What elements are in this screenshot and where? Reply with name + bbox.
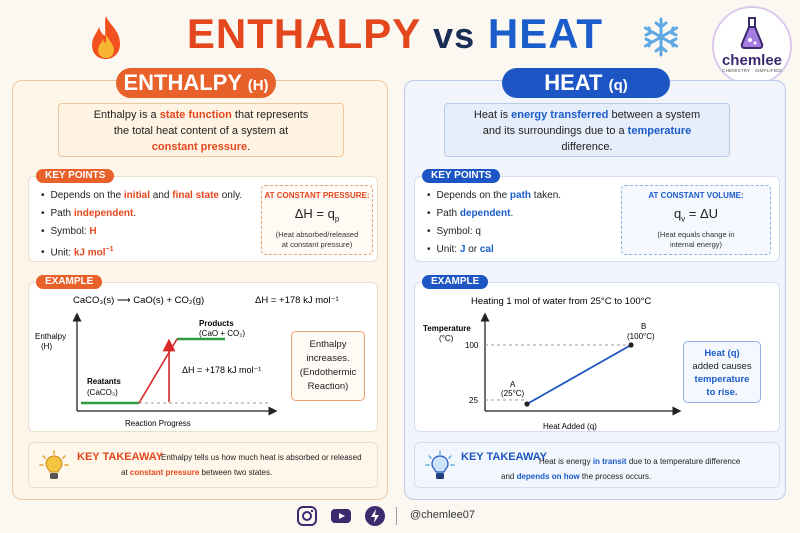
enthalpy-example: CaCO₃(s) ⟶ CaO(s) + CO₂(g) ΔH = +178 kJ … [28, 282, 378, 432]
point-a [524, 401, 530, 407]
enthalpy-energy-diagram: CaCO₃(s) ⟶ CaO(s) + CO₂(g) ΔH = +178 kJ … [35, 295, 339, 428]
flask-icon [740, 17, 764, 49]
list-item: Depends on the path taken. [427, 187, 562, 205]
enthalpy-pill-symbol: (H) [247, 77, 269, 94]
fire-icon [92, 16, 120, 59]
point-b-value: (100°C) [627, 332, 655, 341]
enthalpy-takeaway: KEY TAKEAWAY Enthalpy tells us how much … [28, 442, 378, 488]
reaction-dh: ΔH = +178 kJ mol⁻¹ [255, 295, 339, 306]
axis-x-label: Heat Added (q) [543, 422, 597, 431]
point-b-label: B [641, 322, 646, 331]
list-item: Depends on the initial and final state o… [41, 187, 243, 205]
heat-rise-note: Heat (q) added causes temperature to ris… [683, 341, 761, 403]
enthalpy-key-points: Depends on the initial and final state o… [28, 176, 378, 262]
lightbulb-icon [425, 450, 455, 479]
heat-bullets: Depends on the path taken. Path dependen… [427, 187, 562, 259]
callout-title: AT CONSTANT VOLUME: [648, 191, 744, 200]
heat-example-text: Heating 1 mol of water from 25°C to 100°… [471, 296, 651, 307]
callout-equation: ΔH = qp [294, 206, 340, 224]
dh-label: ΔH = +178 kJ mol⁻¹ [182, 365, 261, 375]
youtube-icon[interactable] [330, 505, 352, 527]
social-handle[interactable]: @chemlee07 [410, 509, 475, 521]
heat-definition: Heat is energy transferred between a sys… [444, 103, 730, 157]
heat-example: Heating 1 mol of water from 25°C to 100°… [414, 282, 780, 432]
reaction-path [138, 338, 178, 404]
point-a-value: (25°C) [501, 389, 525, 398]
heat-pill-label: HEAT [544, 70, 603, 95]
instagram-icon[interactable] [296, 505, 318, 527]
title-enthalpy: ENTHALPY [186, 10, 421, 57]
list-item: Unit: J or cal [427, 241, 561, 259]
axis-y-unit: (H) [41, 342, 52, 351]
heat-example-label: EXAMPLE [422, 275, 489, 289]
logo-tagline: CHEMISTRY · SIMPLIFIED [722, 68, 782, 73]
lightning-icon[interactable] [364, 505, 386, 527]
heat-key-points-label: KEY POINTS [422, 169, 501, 183]
def-text: . [247, 141, 251, 153]
callout-note: (Heat equals change in internal energy) [657, 229, 735, 249]
heat-takeaway: KEY TAKEAWAY Heat is energy in transit d… [414, 442, 780, 488]
products-formula: (CaO + CO₂) [199, 329, 245, 338]
reactants-label: Reatants [87, 377, 121, 386]
chemlee-logo: chemlee CHEMISTRY · SIMPLIFIED [712, 6, 792, 86]
enthalpy-takeaway-title: KEY TAKEAWAY [77, 451, 163, 463]
axis-y-label: Enthalpy [35, 332, 66, 341]
tick-100: 100 [465, 341, 479, 350]
def-text: the total heat content of a system at [113, 125, 289, 137]
list-item: Path dependent. [427, 205, 561, 223]
endothermic-note: Enthalpy increases. (Endothermic Reactio… [291, 331, 365, 401]
point-a-label: A [510, 380, 516, 389]
constant-volume-callout: AT CONSTANT VOLUME: qv = ΔU (Heat equals… [621, 185, 771, 255]
enthalpy-example-label: EXAMPLE [36, 275, 103, 289]
enthalpy-takeaway-line2: at constant pressure between two states. [121, 468, 273, 477]
axis-y-unit: (°C) [439, 334, 454, 343]
callout-note: (Heat absorbed/released at constant press… [275, 229, 359, 249]
heating-line [526, 344, 632, 405]
list-item: Symbol: q [427, 223, 561, 241]
header: ENTHALPY vs HEAT chemlee CHEMISTRY · SIM… [0, 0, 800, 86]
def-text: Enthalpy is a [93, 109, 160, 121]
list-item: Unit: kJ mol−1 [41, 241, 242, 262]
products-label: Products [199, 319, 234, 328]
reactants-formula: (CaCO₃) [87, 388, 118, 397]
heat-pill-symbol: (q) [608, 77, 628, 94]
callout-title: AT CONSTANT PRESSURE: [264, 191, 370, 200]
list-item: Symbol: H [41, 223, 242, 241]
tick-25: 25 [469, 396, 478, 405]
list-item: Path independent. [41, 205, 242, 223]
callout-equation: qv = ΔU [673, 206, 719, 224]
constant-pressure-callout: AT CONSTANT PRESSURE: ΔH = qp (Heat abso… [261, 185, 373, 255]
lightbulb-icon [39, 450, 69, 479]
title-heat: HEAT [487, 10, 604, 57]
footer: @chemlee07 [0, 503, 800, 531]
axis-y-label: Temperature [423, 324, 471, 333]
enthalpy-definition: Enthalpy is a state function that repres… [58, 103, 344, 157]
def-text: that represents [231, 109, 309, 121]
footer-divider [396, 507, 397, 525]
title-vs: vs [433, 15, 476, 56]
reaction-equation: CaCO₃(s) ⟶ CaO(s) + CO₂(g) [73, 295, 204, 306]
enthalpy-pill: ENTHALPY (H) [116, 68, 276, 98]
def-highlight: constant pressure [151, 141, 248, 153]
heat-takeaway-line1: Heat is energy in transit due to a tempe… [539, 457, 741, 466]
axis-x-label: Reaction Progress [125, 419, 191, 428]
heat-temperature-graph: Heating 1 mol of water from 25°C to 100°… [423, 296, 682, 431]
enthalpy-bullets: Depends on the initial and final state o… [41, 187, 243, 262]
def-highlight: state function [159, 109, 232, 121]
heat-takeaway-title: KEY TAKEAWAY [461, 451, 547, 463]
heat-key-points: Depends on the path taken. Path dependen… [414, 176, 780, 262]
point-b [628, 342, 634, 348]
enthalpy-pill-label: ENTHALPY [123, 70, 242, 95]
heat-pill: HEAT (q) [502, 68, 670, 98]
page-title: ENTHALPY vs HEAT [160, 10, 630, 58]
heat-takeaway-line2: and depends on how the process occurs. [501, 472, 652, 481]
enthalpy-key-points-label: KEY POINTS [36, 169, 115, 183]
logo-name: chemlee [721, 52, 783, 69]
enthalpy-takeaway-line1: Enthalpy tells us how much heat is absor… [161, 453, 362, 462]
snowflake-icon [643, 17, 679, 57]
